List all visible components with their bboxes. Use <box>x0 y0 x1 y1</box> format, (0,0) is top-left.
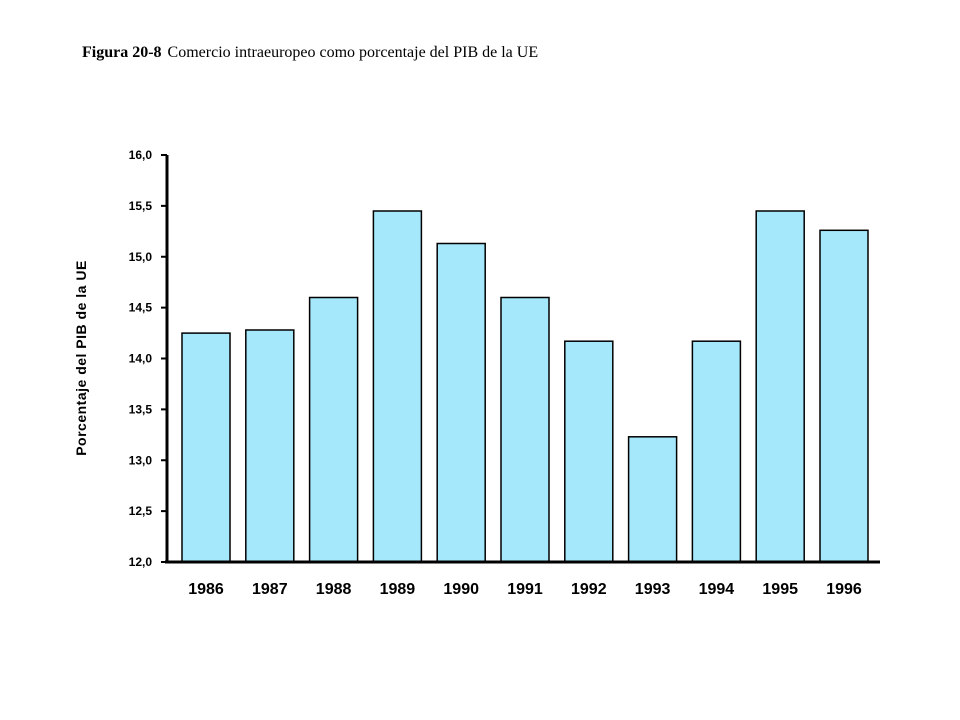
y-tick-label: 14,5 <box>129 301 153 315</box>
bar-1987 <box>245 329 295 563</box>
x-tick-label: 1987 <box>252 581 288 598</box>
bar-1986 <box>181 332 231 563</box>
bar-1994 <box>691 340 742 563</box>
y-tick-label: 15,0 <box>129 250 153 264</box>
y-tick-label: 16,0 <box>129 148 153 162</box>
x-tick-label: 1996 <box>826 581 862 598</box>
y-tick-label: 13,5 <box>129 402 153 416</box>
figure-caption: Comercio intraeuropeo como porcentaje de… <box>167 44 539 61</box>
bar-1992 <box>564 340 614 563</box>
x-tick-label: 1994 <box>699 581 735 598</box>
x-tick-label: 1991 <box>507 581 543 598</box>
y-tick-label: 12,0 <box>129 555 153 569</box>
x-tick-label: 1989 <box>380 581 416 598</box>
x-axis: 1986 1987 1988 1989 1990 1991 1992 1993 1994 1995… <box>165 560 880 598</box>
y-tick-label: 12,5 <box>129 504 153 518</box>
bar-1995 <box>755 210 805 563</box>
bar-1991 <box>500 296 550 563</box>
y-axis-label: Porcentaje del PIB de la UE <box>73 260 89 456</box>
y-tick-label: 15,5 <box>129 199 153 213</box>
x-tick-label: 1993 <box>635 581 671 598</box>
figure-number: Figura 20-8 <box>82 44 162 61</box>
y-tick-label: 13,0 <box>129 453 153 467</box>
bar-1990 <box>436 242 486 563</box>
bar-1988 <box>308 296 359 563</box>
bars-group <box>181 210 869 563</box>
x-tick-label: 1992 <box>571 581 607 598</box>
bar-1993 <box>627 436 678 563</box>
bar-1996 <box>819 229 869 563</box>
x-tick-label: 1990 <box>443 581 479 598</box>
x-tick-label: 1995 <box>762 581 798 598</box>
y-axis: 12,0 12,5 13,0 13,5 14,0 14,5 15,0 15,5 16,0 <box>129 148 169 569</box>
x-tick-label: 1988 <box>316 581 352 598</box>
figure-title: Figura 20-8 Comercio intraeuropeo como po… <box>82 44 538 62</box>
y-tick-label: 14,0 <box>129 352 153 366</box>
bar-1989 <box>372 210 423 563</box>
x-tick-label: 1986 <box>188 581 224 598</box>
